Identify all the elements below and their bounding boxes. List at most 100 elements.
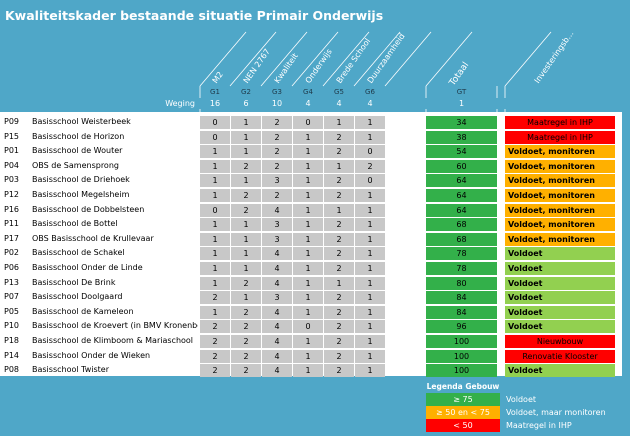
school-id: P10 bbox=[4, 321, 20, 331]
investment-status: Maatregel in IHP bbox=[505, 116, 615, 129]
score-cell: 3 bbox=[262, 291, 292, 305]
total-cell: 38 bbox=[426, 130, 497, 144]
school-name: Basisschool Doolgaard bbox=[32, 292, 123, 302]
school-name: OBS de Samensprong bbox=[32, 160, 119, 170]
column-code: G3 bbox=[272, 88, 282, 96]
table-row[interactable]: P04 OBS de Samensprong 1 2 2 1 1 2 60 Voldoet, mo… bbox=[0, 159, 630, 174]
score-cell: 1 bbox=[200, 145, 230, 159]
score-cell: 0 bbox=[355, 174, 385, 188]
column-code: G2 bbox=[241, 88, 251, 96]
table-row[interactable]: P16 Basisschool de Dobbelsteen 0 2 4 1 1 1 64 Vol… bbox=[0, 203, 630, 218]
score-cell: 2 bbox=[231, 276, 261, 290]
score-cell: 1 bbox=[355, 130, 385, 144]
total-cell: 100 bbox=[426, 364, 497, 378]
score-cell: 2 bbox=[231, 364, 261, 378]
column-weight: 4 bbox=[367, 99, 373, 108]
investment-status: Renovatie Klooster bbox=[505, 349, 615, 363]
score-cell: 0 bbox=[293, 116, 323, 129]
investment-status: Voldoet bbox=[505, 305, 615, 319]
table-row[interactable]: P07 Basisschool Doolgaard 2 1 3 1 2 1 84 Voldoet bbox=[0, 290, 630, 305]
school-id: P18 bbox=[4, 336, 20, 345]
score-cell: 1 bbox=[200, 218, 230, 232]
score-cell: 2 bbox=[200, 364, 230, 378]
total-cell: 34 bbox=[426, 116, 497, 129]
score-cell: 1 bbox=[355, 349, 385, 363]
score-cell: 2 bbox=[324, 349, 354, 363]
investment-status: Voldoet, monitoren bbox=[505, 232, 615, 246]
table-row[interactable]: P14 Basisschool Onder de Wieken 2 2 4 1 2 1 100 R… bbox=[0, 349, 630, 364]
table-row[interactable]: P06 Basisschool Onder de Linde 1 1 4 1 2 1 78 Vol… bbox=[0, 261, 630, 276]
legend-title: Legenda Gebouw bbox=[426, 382, 500, 391]
table-row[interactable]: P17 OBS Basisschool de Krullevaar 1 1 3 1 2 1 68… bbox=[0, 232, 630, 247]
score-cell: 4 bbox=[262, 276, 292, 290]
score-cell: 1 bbox=[355, 335, 385, 348]
legend-swatch-red: < 50 bbox=[426, 419, 500, 432]
school-name: Basisschool de Wouter bbox=[32, 146, 123, 156]
table-row[interactable]: P13 Basisschool De Brink 1 2 4 1 1 1 80 Voldoet bbox=[0, 276, 630, 291]
total-cell: 100 bbox=[426, 335, 497, 348]
school-id: P02 bbox=[4, 248, 20, 258]
table-row[interactable]: P02 Basisschool de Schakel 1 1 4 1 2 1 78 Voldoet bbox=[0, 246, 630, 261]
school-id: P08 bbox=[4, 365, 20, 375]
total-cell: 54 bbox=[426, 145, 497, 159]
score-cell: 4 bbox=[262, 335, 292, 348]
school-name: Basisschool Weisterbeek bbox=[32, 117, 131, 126]
investment-status: Voldoet, monitoren bbox=[505, 145, 615, 159]
school-name: Basisschool de Kameleon bbox=[32, 306, 134, 316]
total-cell: 84 bbox=[426, 291, 497, 305]
score-cell: 1 bbox=[293, 349, 323, 363]
score-cell: 2 bbox=[200, 335, 230, 348]
score-cell: 2 bbox=[231, 320, 261, 334]
investment-status: Maatregel in IHP bbox=[505, 130, 615, 144]
score-cell: 2 bbox=[324, 189, 354, 202]
score-cell: 1 bbox=[293, 189, 323, 202]
score-cell: 0 bbox=[200, 203, 230, 217]
table-row[interactable]: P11 Basisschool de Bottel 1 1 3 1 2 1 68 Voldoet,… bbox=[0, 217, 630, 232]
score-cell: 1 bbox=[293, 305, 323, 319]
school-id: P16 bbox=[4, 204, 20, 214]
total-cell: 78 bbox=[426, 262, 497, 275]
score-cell: 1 bbox=[324, 203, 354, 217]
header-diagonals bbox=[199, 31, 552, 87]
column-weight: 16 bbox=[209, 99, 221, 108]
column-code: G1 bbox=[210, 88, 220, 96]
school-name: Basisschool Twister bbox=[32, 365, 109, 375]
school-name: Basisschool de Kroevert (in BMV Kronenbe… bbox=[32, 321, 198, 331]
score-cell: 4 bbox=[262, 203, 292, 217]
score-cell: 1 bbox=[293, 276, 323, 290]
score-cell: 2 bbox=[262, 130, 292, 144]
total-cell: 64 bbox=[426, 189, 497, 202]
score-cell: 1 bbox=[355, 189, 385, 202]
column-code: G4 bbox=[303, 88, 313, 96]
table-row[interactable]: P09 Basisschool Weisterbeek 0 1 2 0 1 1 34 Maatre… bbox=[0, 115, 630, 130]
school-id: P06 bbox=[4, 263, 20, 272]
score-cell: 1 bbox=[200, 262, 230, 275]
investment-status: Voldoet, monitoren bbox=[505, 174, 615, 188]
score-cell: 1 bbox=[293, 174, 323, 188]
table-row[interactable]: P01 Basisschool de Wouter 1 1 2 1 2 0 54 Voldoet,… bbox=[0, 144, 630, 159]
investment-status: Voldoet, monitoren bbox=[505, 218, 615, 232]
score-cell: 1 bbox=[293, 203, 323, 217]
score-cell: 1 bbox=[293, 291, 323, 305]
column-code: GT bbox=[456, 88, 467, 96]
school-id: P13 bbox=[4, 277, 20, 287]
column-code: G5 bbox=[334, 88, 344, 96]
column-weight: 4 bbox=[336, 99, 342, 108]
table-row[interactable]: P12 Basisschool Megelsheim 1 2 2 1 2 1 64 Voldoet… bbox=[0, 188, 630, 203]
table-row[interactable]: P18 Basisschool de Klimboom & Mariaschool… bbox=[0, 334, 630, 349]
score-cell: 1 bbox=[293, 262, 323, 275]
score-cell: 1 bbox=[231, 247, 261, 261]
investment-status: Voldoet bbox=[505, 262, 615, 275]
table-row[interactable]: P03 Basisschool de Driehoek 1 1 3 1 2 0 64 Voldoe… bbox=[0, 173, 630, 188]
investment-status: Voldoet, monitoren bbox=[505, 189, 615, 202]
score-cell: 1 bbox=[355, 116, 385, 129]
table-row[interactable]: P10 Basisschool de Kroevert (in BMV Krone… bbox=[0, 319, 630, 334]
total-cell: 80 bbox=[426, 276, 497, 290]
total-cell: 78 bbox=[426, 247, 497, 261]
table-row[interactable]: P05 Basisschool de Kameleon 1 2 4 1 2 1 84 Voldoe… bbox=[0, 305, 630, 320]
score-cell: 4 bbox=[262, 364, 292, 378]
table-row[interactable]: P08 Basisschool Twister 2 2 4 1 2 1 100 Voldoet bbox=[0, 363, 630, 378]
score-cell: 2 bbox=[262, 145, 292, 159]
school-name: Basisschool Megelsheim bbox=[32, 190, 130, 199]
table-row[interactable]: P15 Basisschool de Horizon 0 1 2 1 2 1 38 Maatreg… bbox=[0, 130, 630, 145]
